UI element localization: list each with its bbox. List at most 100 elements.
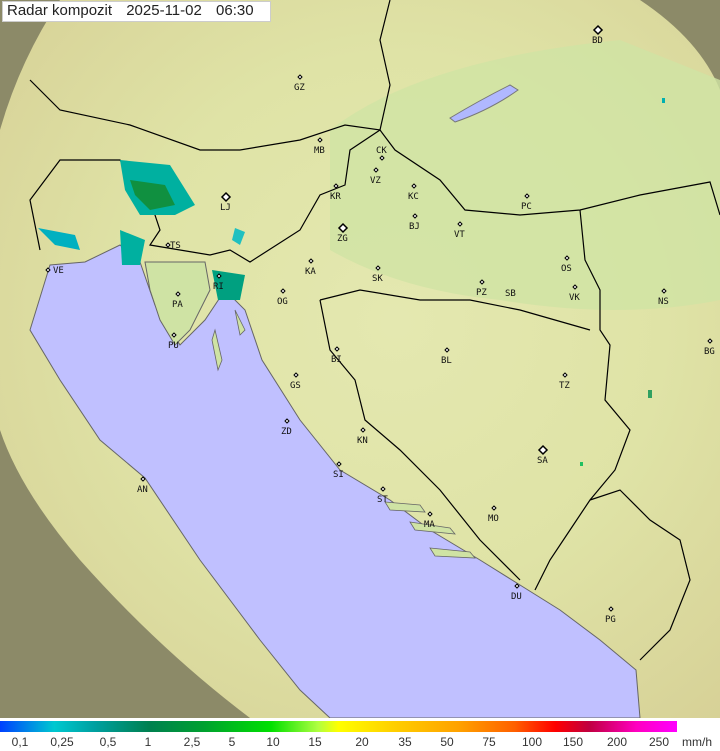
colorbar-ticks: mm/h 0,1 0,25 0,5 1 2,5 5 10 15 20 35 50 75 100 150 20… [0,735,720,751]
city-diamond-icon [171,332,177,338]
city-diamond-icon [412,213,418,219]
city-label: BD [592,36,603,46]
city-diamond-icon [334,346,340,352]
city-label: MA [424,520,435,530]
city-label: LJ [220,203,231,213]
city-marker-bd: BD [592,24,604,46]
city-marker-kc: KC [408,183,419,202]
city-label: MO [488,514,499,524]
city-marker-pg: PG [605,606,616,625]
city-label: RI [213,282,224,292]
city-marker-pu: PU [168,332,179,351]
city-label: KR [330,192,341,202]
city-diamond-icon [375,265,381,271]
city-diamond-icon [45,267,51,273]
city-label: GS [290,381,301,391]
city-marker-vt: VT [454,221,465,240]
city-label: PA [172,300,183,310]
city-label: BJ [409,222,420,232]
city-diamond-icon [491,505,497,511]
colorbar-tick: 20 [355,735,369,749]
city-label: OG [277,297,288,307]
city-label: OS [561,264,572,274]
city-diamond-icon [707,338,713,344]
city-label: VZ [370,176,381,186]
city-marker-lj: LJ [220,191,232,213]
city-diamond-icon [308,258,314,264]
title-label: Radar kompozit [7,2,113,19]
city-marker-mb: MB [314,137,325,156]
city-label: MB [314,146,325,156]
city-diamond-icon [457,221,463,227]
islands [211,309,476,559]
title-time: 06:30 [216,2,254,19]
city-label: TZ [559,381,570,391]
city-diamond-icon [333,183,339,189]
city-diamond-icon [337,222,349,234]
city-marker-kn: KN [357,427,368,446]
city-label: ZD [281,427,292,437]
city-marker-zg: ZG [337,222,349,244]
city-diamond-icon [608,606,614,612]
colorbar-unit: mm/h [682,735,712,749]
city-diamond-icon [360,427,366,433]
city-label: PC [521,202,532,212]
city-label: SB [505,289,516,299]
city-marker-vk: VK [569,284,580,303]
city-label: NS [658,297,669,307]
city-diamond-icon [479,279,485,285]
city-diamond-icon [537,444,549,456]
city-diamond-icon [380,486,386,492]
city-marker-pz: PZ [476,279,487,298]
colorbar-tick: 250 [648,735,670,749]
city-marker-bl: BL [441,347,452,366]
city-diamond-icon [165,242,171,248]
city-marker-ka: KA [305,258,316,277]
city-diamond-icon [317,137,323,143]
city-marker-gz: GZ [294,74,305,93]
colorbar-tick: 50 [440,735,454,749]
city-marker-si: SI [333,461,344,480]
city-marker-sb: SB [505,289,516,299]
city-label: PU [168,341,179,351]
city-label: BL [441,356,452,366]
colorbar-tick: 0,5 [99,735,117,749]
city-diamond-icon [514,583,520,589]
city-diamond-icon [661,288,667,294]
city-label: SA [537,456,548,466]
precipitation-colorbar [0,721,677,732]
city-label: DU [511,592,522,602]
city-diamond-icon [280,288,286,294]
city-diamond-icon [297,74,303,80]
plain-lowland [330,40,720,310]
city-label: VT [454,230,465,240]
city-marker-ma: MA [424,511,435,530]
lake-balaton [449,84,519,123]
city-label: KA [305,267,316,277]
colorbar-tick: 150 [562,735,584,749]
city-marker-st: ST [377,486,388,505]
istria-peninsula [144,261,211,346]
city-marker-bg: BG [704,338,715,357]
colorbar-tick: 0,25 [50,735,74,749]
city-diamond-icon [379,155,385,161]
city-marker-ve: VE [45,266,64,276]
city-diamond-icon [562,372,568,378]
city-diamond-icon [220,191,232,203]
city-diamond-icon [284,418,290,424]
colorbar-tick: 2,5 [183,735,201,749]
city-diamond-icon [564,255,570,261]
city-diamond-icon [572,284,578,290]
title-date: 2025-11-02 [126,2,202,19]
city-marker-zd: ZD [281,418,292,437]
city-label: TS [170,241,181,251]
city-marker-bi: BI [331,346,342,365]
radar-map[interactable]: GZ MB CK VZ KR KC LJ BD PC BJ VT ZG KA SK OS PZ SB VK NS VE… [0,0,720,718]
colorbar-tick: 100 [521,735,543,749]
city-marker-kr: KR [330,183,341,202]
city-label: KC [408,192,419,202]
city-label: VK [569,293,580,303]
city-marker-an: AN [137,476,148,495]
city-marker-ck: CK [376,146,387,161]
city-marker-pc: PC [521,193,532,212]
